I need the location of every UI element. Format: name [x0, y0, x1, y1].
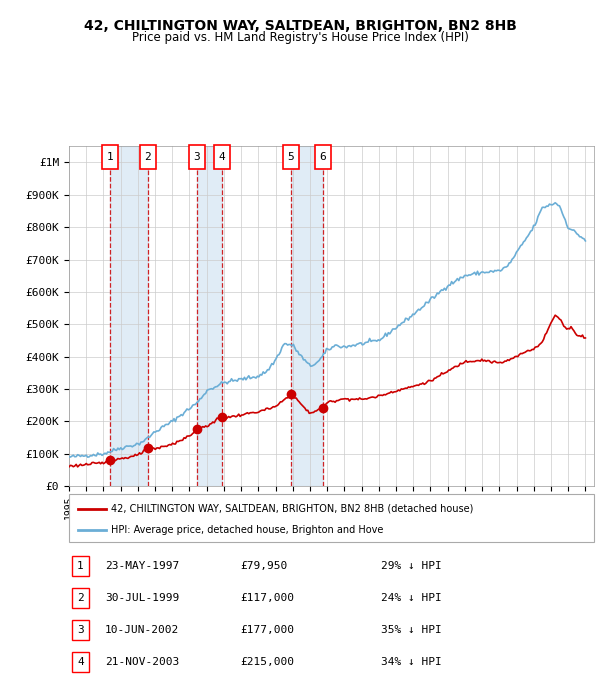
Point — [103, 526, 110, 534]
Text: 5: 5 — [287, 152, 294, 162]
Text: 6: 6 — [320, 152, 326, 162]
Text: HPI: Average price, detached house, Brighton and Hove: HPI: Average price, detached house, Brig… — [111, 525, 383, 535]
Bar — [291, 146, 323, 486]
Text: 4: 4 — [218, 152, 226, 162]
Bar — [110, 146, 148, 486]
Text: 42, CHILTINGTON WAY, SALTDEAN, BRIGHTON, BN2 8HB (detached house): 42, CHILTINGTON WAY, SALTDEAN, BRIGHTON,… — [111, 504, 473, 513]
Text: 24% ↓ HPI: 24% ↓ HPI — [381, 593, 442, 603]
Text: 42, CHILTINGTON WAY, SALTDEAN, BRIGHTON, BN2 8HB: 42, CHILTINGTON WAY, SALTDEAN, BRIGHTON,… — [83, 19, 517, 33]
FancyBboxPatch shape — [72, 620, 89, 641]
Text: 29% ↓ HPI: 29% ↓ HPI — [381, 561, 442, 571]
FancyBboxPatch shape — [72, 651, 89, 672]
FancyBboxPatch shape — [315, 145, 331, 169]
Text: 21-NOV-2003: 21-NOV-2003 — [105, 657, 179, 667]
Text: 4: 4 — [77, 657, 84, 667]
FancyBboxPatch shape — [69, 494, 594, 542]
Text: £177,000: £177,000 — [240, 625, 294, 635]
Text: 2: 2 — [77, 593, 84, 603]
Text: Price paid vs. HM Land Registry's House Price Index (HPI): Price paid vs. HM Land Registry's House … — [131, 31, 469, 44]
FancyBboxPatch shape — [103, 145, 118, 169]
Point — [103, 505, 110, 513]
FancyBboxPatch shape — [140, 145, 155, 169]
Text: 3: 3 — [77, 625, 84, 635]
Point — [74, 526, 82, 534]
Text: £79,950: £79,950 — [240, 561, 287, 571]
Text: 30-JUL-1999: 30-JUL-1999 — [105, 593, 179, 603]
Bar — [197, 146, 222, 486]
Point — [74, 505, 82, 513]
Text: 1: 1 — [77, 561, 84, 571]
Text: 3: 3 — [194, 152, 200, 162]
Text: 34% ↓ HPI: 34% ↓ HPI — [381, 657, 442, 667]
FancyBboxPatch shape — [72, 588, 89, 609]
FancyBboxPatch shape — [72, 556, 89, 577]
Text: 35% ↓ HPI: 35% ↓ HPI — [381, 625, 442, 635]
FancyBboxPatch shape — [189, 145, 205, 169]
Text: 23-MAY-1997: 23-MAY-1997 — [105, 561, 179, 571]
FancyBboxPatch shape — [283, 145, 299, 169]
FancyBboxPatch shape — [214, 145, 230, 169]
Text: £117,000: £117,000 — [240, 593, 294, 603]
Text: 2: 2 — [145, 152, 151, 162]
Text: 10-JUN-2002: 10-JUN-2002 — [105, 625, 179, 635]
Text: £215,000: £215,000 — [240, 657, 294, 667]
Text: 1: 1 — [107, 152, 113, 162]
